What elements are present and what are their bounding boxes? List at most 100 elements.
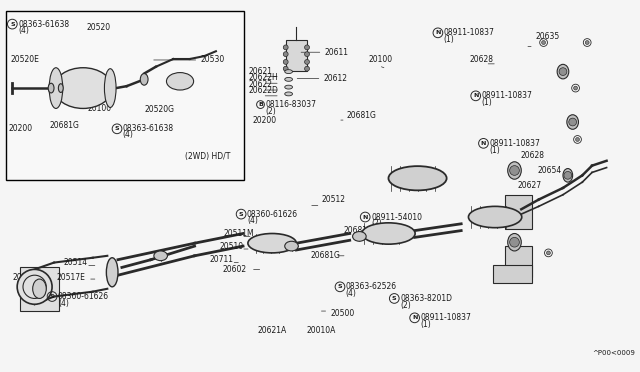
Circle shape xyxy=(573,86,577,90)
Text: 08363-62526: 08363-62526 xyxy=(346,282,397,291)
Text: 20514: 20514 xyxy=(64,258,88,267)
Ellipse shape xyxy=(567,115,579,129)
Circle shape xyxy=(547,251,550,255)
Text: 20627: 20627 xyxy=(517,180,541,189)
Text: 20612: 20612 xyxy=(323,74,348,83)
Ellipse shape xyxy=(49,68,63,109)
Text: (2): (2) xyxy=(266,107,276,116)
Bar xyxy=(493,266,532,283)
Ellipse shape xyxy=(285,85,292,89)
Bar xyxy=(6,10,244,180)
Ellipse shape xyxy=(58,84,63,93)
Ellipse shape xyxy=(508,162,521,179)
Text: (4): (4) xyxy=(346,289,356,298)
Circle shape xyxy=(569,118,577,126)
Text: N: N xyxy=(435,31,440,35)
Text: 08911-10837: 08911-10837 xyxy=(481,92,532,100)
Text: 08116-83037: 08116-83037 xyxy=(266,100,316,109)
Ellipse shape xyxy=(154,251,168,261)
Text: (4): (4) xyxy=(123,130,134,139)
Text: 20530: 20530 xyxy=(200,55,225,64)
Circle shape xyxy=(305,45,310,50)
Ellipse shape xyxy=(468,206,522,228)
Circle shape xyxy=(575,138,579,141)
Text: 20517E: 20517E xyxy=(57,273,86,282)
Text: (1): (1) xyxy=(420,320,431,329)
Text: 20681G: 20681G xyxy=(344,226,374,235)
Text: 20621A: 20621A xyxy=(257,326,287,335)
Text: 20622H: 20622H xyxy=(249,73,278,82)
Text: 20681G: 20681G xyxy=(311,251,340,260)
Ellipse shape xyxy=(508,234,521,251)
Bar xyxy=(505,246,532,277)
Text: N: N xyxy=(473,93,479,98)
Ellipse shape xyxy=(54,68,112,109)
Text: 20602: 20602 xyxy=(223,265,247,274)
Text: 20520E: 20520E xyxy=(10,55,39,64)
Text: N: N xyxy=(362,215,368,219)
Circle shape xyxy=(585,41,589,45)
Text: 20635: 20635 xyxy=(536,32,560,41)
Ellipse shape xyxy=(285,77,292,81)
Text: 08363-61638: 08363-61638 xyxy=(18,20,69,29)
Ellipse shape xyxy=(48,83,54,93)
Circle shape xyxy=(284,60,288,64)
Text: B: B xyxy=(258,102,263,107)
Text: 20511M: 20511M xyxy=(223,229,254,238)
Text: 20621: 20621 xyxy=(249,67,273,76)
Circle shape xyxy=(305,52,310,57)
Text: 20510: 20510 xyxy=(220,241,244,251)
Text: 20100: 20100 xyxy=(368,55,392,64)
Text: 20200: 20200 xyxy=(8,124,33,133)
Text: 20520: 20520 xyxy=(86,23,110,32)
Text: (1): (1) xyxy=(481,98,492,107)
Ellipse shape xyxy=(248,234,296,253)
Ellipse shape xyxy=(285,92,292,96)
Text: 08360-61626: 08360-61626 xyxy=(58,292,109,301)
Circle shape xyxy=(17,269,52,304)
Text: (2WD) HD/T: (2WD) HD/T xyxy=(185,153,230,161)
Ellipse shape xyxy=(166,73,194,90)
Text: 20512: 20512 xyxy=(321,195,346,204)
Text: ^P00<0009: ^P00<0009 xyxy=(592,350,635,356)
Ellipse shape xyxy=(106,258,118,287)
Text: 20010A: 20010A xyxy=(306,326,335,335)
Text: 20520G: 20520G xyxy=(144,105,174,114)
Text: 20628: 20628 xyxy=(520,151,544,160)
Text: (2): (2) xyxy=(400,301,411,310)
Ellipse shape xyxy=(388,166,447,190)
Text: 20711: 20711 xyxy=(209,255,233,264)
Text: 08911-10837: 08911-10837 xyxy=(490,139,540,148)
Text: 20010: 20010 xyxy=(12,273,36,282)
Text: N: N xyxy=(412,315,417,320)
Text: S: S xyxy=(392,296,397,301)
Circle shape xyxy=(305,66,310,71)
Text: 08363-8201D: 08363-8201D xyxy=(400,294,452,303)
Circle shape xyxy=(509,237,519,247)
Circle shape xyxy=(284,52,288,57)
Text: S: S xyxy=(50,294,54,299)
Circle shape xyxy=(541,41,545,45)
Text: S: S xyxy=(115,126,119,131)
Text: 20100: 20100 xyxy=(88,104,112,113)
Text: 20681G: 20681G xyxy=(49,121,79,131)
Text: (4): (4) xyxy=(247,217,258,225)
Text: 08360-61626: 08360-61626 xyxy=(247,209,298,219)
Text: 20622: 20622 xyxy=(249,80,273,89)
Text: 20654: 20654 xyxy=(538,166,562,175)
Text: 20200: 20200 xyxy=(253,116,277,125)
Text: 08911-10837: 08911-10837 xyxy=(420,313,471,323)
Text: 20611: 20611 xyxy=(324,48,349,57)
Ellipse shape xyxy=(104,69,116,108)
Circle shape xyxy=(564,171,572,179)
Circle shape xyxy=(284,45,288,50)
Ellipse shape xyxy=(563,169,573,182)
Ellipse shape xyxy=(285,70,292,74)
Ellipse shape xyxy=(353,231,366,241)
Ellipse shape xyxy=(557,64,569,79)
Ellipse shape xyxy=(140,74,148,85)
Bar xyxy=(505,195,532,229)
Text: (2): (2) xyxy=(371,219,382,228)
Text: (4): (4) xyxy=(58,299,68,308)
Circle shape xyxy=(305,60,310,64)
